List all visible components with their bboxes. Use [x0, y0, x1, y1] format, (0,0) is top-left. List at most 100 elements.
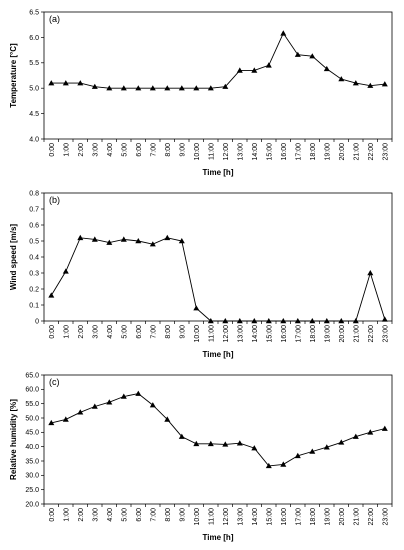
relative-humidity-x-tick-label: 15:00	[266, 508, 273, 526]
relative-humidity-data-point	[251, 445, 258, 451]
temperature-y-tick-label: 4.5	[29, 111, 39, 118]
relative-humidity-data-point	[309, 448, 316, 454]
temperature-plot-frame	[43, 11, 393, 140]
relative-humidity-data-point	[338, 439, 345, 445]
relative-humidity-x-tick-label: 4:00	[107, 508, 114, 522]
temperature-data-point	[62, 80, 69, 86]
relative-humidity-x-tick-label: 20:00	[339, 508, 346, 526]
temperature-data-point	[106, 85, 113, 91]
temperature-x-tick-label: 16:00	[281, 143, 288, 161]
wind-speed-data-point	[164, 234, 171, 241]
temperature-y-tick-label: 6.0	[29, 35, 39, 42]
relative-humidity-y-tick-label: 30.0	[25, 473, 39, 480]
wind-speed-data-point	[338, 318, 345, 324]
wind-speed-x-tick-label: 12:00	[223, 325, 230, 343]
wind-speed-x-tick-label: 8:00	[165, 325, 172, 339]
wind-speed-y-tick-label: 0.3	[29, 270, 39, 277]
wind-speed-data-point	[323, 318, 330, 324]
relative-humidity-y-tick-label: 45.0	[25, 430, 39, 437]
relative-humidity-data-point	[193, 440, 200, 447]
relative-humidity-y-tick-label: 20.0	[25, 501, 39, 508]
relative-humidity-data-point	[323, 444, 330, 450]
temperature-series-line	[51, 32, 385, 89]
wind-speed-y-tick-label: 0.6	[29, 222, 39, 229]
relative-humidity-x-tick-label: 14:00	[252, 508, 259, 526]
relative-humidity-plot-frame	[43, 374, 393, 505]
temperature-x-tick-label: 21:00	[353, 143, 360, 161]
wind-speed-y-tick-label: 0.4	[29, 254, 39, 261]
temperature-data-point	[294, 51, 301, 57]
relative-humidity-x-tick-label: 21:00	[353, 508, 360, 526]
wind-speed-x-tick-label: 9:00	[179, 325, 186, 339]
relative-humidity-data-point	[135, 390, 142, 396]
relative-humidity-data-point	[106, 399, 113, 405]
relative-humidity-data-point	[62, 416, 69, 422]
relative-humidity-data-point	[236, 440, 243, 446]
relative-humidity-x-tick-label: 1:00	[63, 508, 70, 522]
wind-speed-data-point	[352, 318, 359, 324]
temperature-data-point	[178, 85, 185, 91]
wind-speed-x-tick-label: 18:00	[310, 325, 317, 343]
temperature-x-tick-label: 13:00	[237, 143, 244, 161]
relative-humidity-x-tick-label: 3:00	[92, 508, 99, 522]
temperature-x-tick-label: 22:00	[368, 143, 375, 161]
temperature-x-tick-label: 1:00	[63, 143, 70, 157]
chart-panel-relative-humidity: 20.0 25.0 30.0 35.0 40.0 45.0 50.0 55.0 60.0 65.0…	[9, 372, 393, 542]
wind-speed-data-point	[381, 316, 388, 322]
relative-humidity-data-point	[352, 433, 359, 439]
temperature-data-point	[338, 76, 345, 82]
relative-humidity-y-tick-label: 50.0	[25, 415, 39, 422]
relative-humidity-x-tick-label: 5:00	[121, 508, 128, 522]
wind-speed-x-tick-label: 19:00	[324, 325, 331, 343]
wind-speed-data-point	[309, 318, 316, 324]
relative-humidity-y-tick-label: 60.0	[25, 387, 39, 394]
relative-humidity-x-tick-label: 23:00	[382, 508, 389, 526]
wind-speed-y-tick-label: 0.7	[29, 206, 39, 213]
wind-speed-y-tick-label: 0.8	[29, 190, 39, 197]
temperature-y-tick-label: 5.5	[29, 60, 39, 67]
relative-humidity-data-point	[164, 416, 171, 422]
wind-speed-data-point	[48, 292, 55, 298]
relative-humidity-x-tick-label: 22:00	[368, 508, 375, 526]
wind-speed-data-point	[62, 268, 69, 274]
temperature-data-point	[323, 65, 330, 72]
temperature-x-tick-label: 18:00	[310, 143, 317, 161]
wind-speed-x-tick-label: 0:00	[49, 325, 56, 339]
wind-speed-data-point	[222, 318, 229, 324]
relative-humidity-data-point	[207, 440, 214, 447]
relative-humidity-x-tick-label: 11:00	[208, 508, 215, 525]
relative-humidity-x-tick-label: 9:00	[179, 508, 186, 522]
wind-speed-data-point	[193, 305, 200, 311]
wind-speed-y-tick-label: 0	[35, 318, 39, 325]
relative-humidity-data-point	[77, 409, 84, 415]
relative-humidity-y-tick-label: 65.0	[25, 372, 39, 379]
relative-humidity-x-tick-label: 16:00	[281, 508, 288, 526]
temperature-data-point	[280, 30, 287, 36]
wind-speed-data-point	[251, 318, 258, 324]
temperature-x-tick-label: 12:00	[223, 143, 230, 161]
wind-speed-x-tick-label: 1:00	[63, 325, 70, 339]
temperature-x-tick-label: 10:00	[194, 143, 201, 161]
temperature-data-point	[222, 83, 229, 89]
relative-humidity-x-tick-label: 18:00	[310, 508, 317, 526]
relative-humidity-x-tick-label: 19:00	[324, 508, 331, 526]
temperature-x-axis-title: Time [h]	[203, 168, 234, 177]
temperature-x-tick-label: 0:00	[49, 143, 56, 157]
wind-speed-x-tick-label: 11:00	[208, 325, 215, 342]
relative-humidity-y-tick-label: 35.0	[25, 458, 39, 465]
temperature-x-tick-label: 20:00	[339, 143, 346, 161]
wind-speed-data-point	[294, 318, 301, 324]
relative-humidity-data-point	[265, 462, 272, 469]
temperature-data-point	[236, 67, 243, 73]
temperature-x-tick-label: 8:00	[165, 143, 172, 157]
temperature-y-tick-label: 4.0	[29, 136, 39, 143]
relative-humidity-data-point	[381, 425, 388, 431]
wind-speed-x-tick-label: 17:00	[295, 325, 302, 343]
wind-speed-x-tick-label: 14:00	[252, 325, 259, 343]
wind-speed-panel-label: (b)	[49, 195, 60, 205]
wind-speed-plot-frame	[43, 192, 393, 322]
temperature-y-tick-label: 5.0	[29, 86, 39, 93]
wind-speed-data-point	[280, 318, 287, 324]
wind-speed-x-tick-label: 20:00	[339, 325, 346, 343]
temperature-x-tick-label: 23:00	[382, 143, 389, 161]
